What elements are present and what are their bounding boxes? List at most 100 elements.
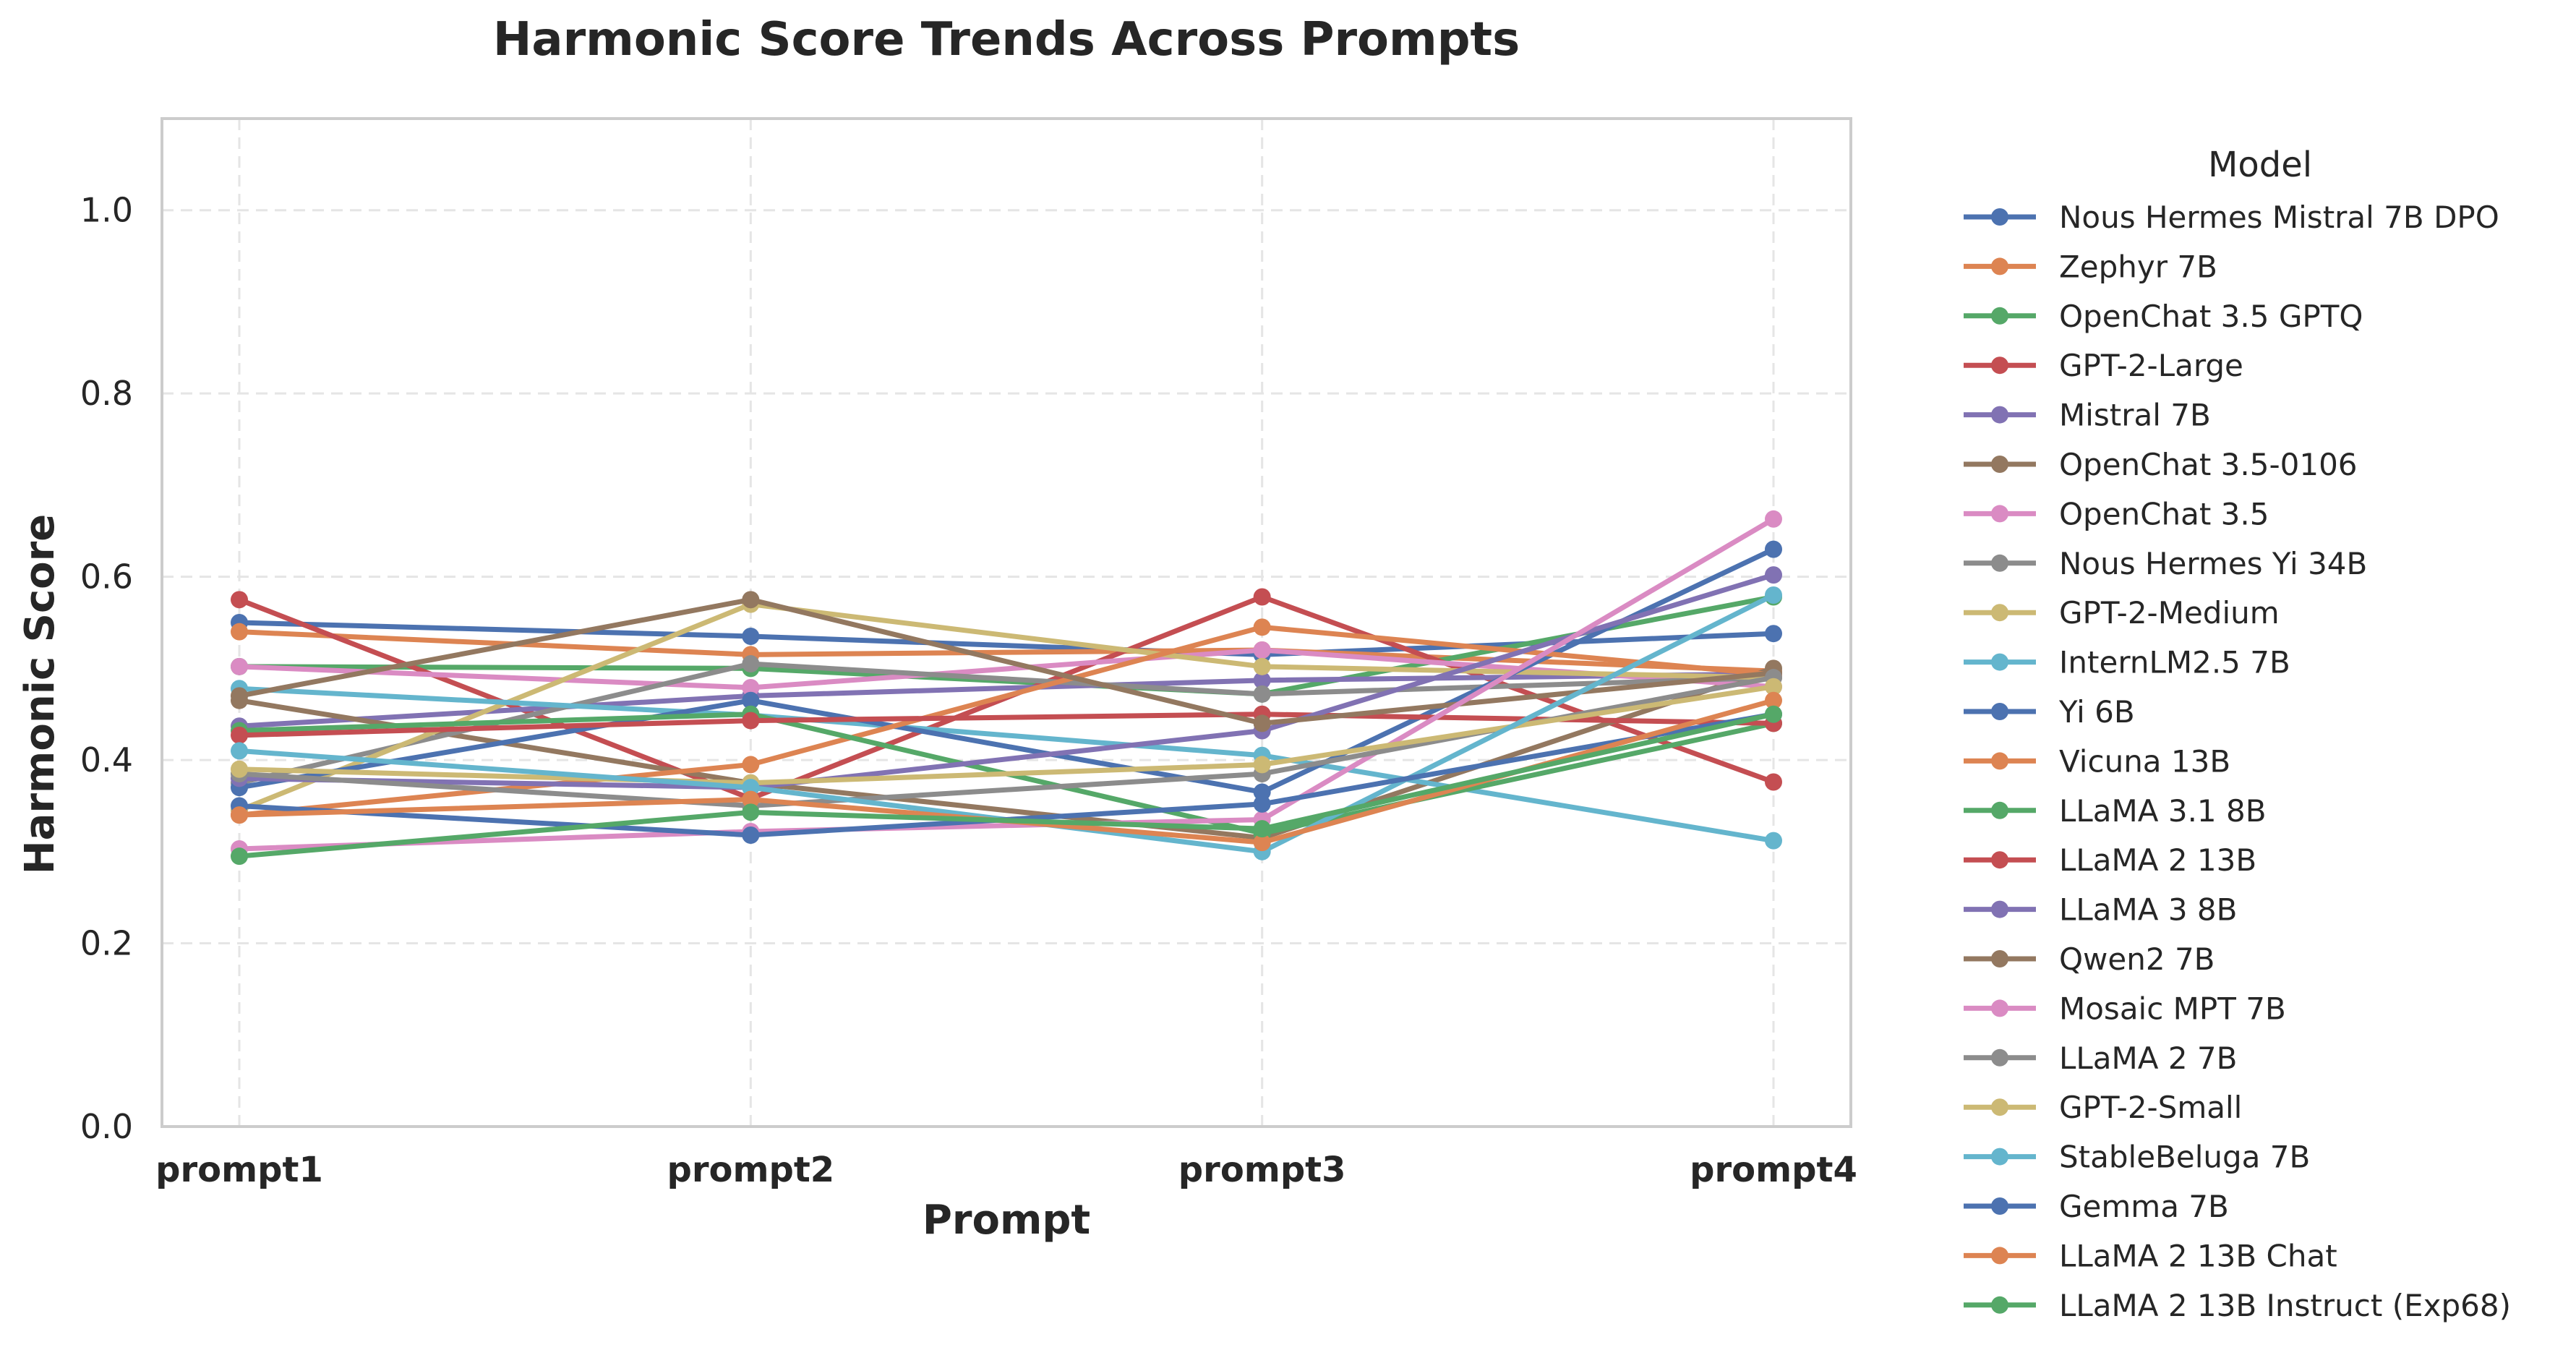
data-point [1253,618,1271,636]
legend-label: InternLM2.5 7B [2059,645,2290,680]
legend-item: Zephyr 7B [1964,249,2217,284]
legend-label: StableBeluga 7B [2059,1140,2310,1175]
legend-swatch-marker [1991,604,2008,622]
legend: Model Nous Hermes Mistral 7B DPO Zephyr 7… [1964,145,2511,1323]
data-point [231,742,248,760]
legend-swatch-marker [1991,1296,2008,1314]
legend-item: Nous Hermes Mistral 7B DPO [1964,200,2499,235]
data-point [1253,795,1271,813]
legend-item: LLaMA 2 13B Chat [1964,1238,2337,1273]
data-point [1253,685,1271,703]
legend-item: LLaMA 3.1 8B [1964,793,2267,829]
legend-item: StableBeluga 7B [1964,1140,2310,1175]
data-point [742,591,760,609]
legend-item: GPT-2-Medium [1964,595,2280,631]
series-line [236,597,1776,726]
series-line [236,685,1776,844]
legend-item: Qwen2 7B [1964,941,2215,977]
x-axis-label: Prompt [923,1197,1090,1244]
legend-label: LLaMA 2 13B [2059,842,2256,878]
y-tick-label: 0.6 [80,557,133,597]
legend-title: Model [2208,145,2312,185]
legend-swatch-marker [1991,653,2008,671]
data-point [742,655,760,673]
data-point [1765,566,1782,584]
legend-swatch-marker [1991,999,2008,1017]
chart-title: Harmonic Score Trends Across Prompts [493,13,1520,67]
legend-item: Mosaic MPT 7B [1964,991,2286,1026]
series-22 [231,705,1782,866]
data-point [1253,820,1271,838]
data-point [231,806,248,824]
data-point [231,726,248,744]
series-line [236,602,1776,813]
legend-item: LLaMA 2 13B [1964,842,2256,878]
legend-swatch-marker [1991,554,2008,572]
data-point [1253,671,1271,689]
data-point [742,756,760,774]
legend-swatch-marker [1991,307,2008,325]
legend-item: Nous Hermes Yi 34B [1964,546,2367,581]
x-axis-ticks: prompt1 prompt2 prompt3 prompt4 [155,1150,1857,1190]
legend-label: LLaMA 2 13B Instruct (Exp68) [2059,1288,2511,1323]
legend-label: Nous Hermes Mistral 7B DPO [2059,200,2499,235]
legend-item: OpenChat 3.5 GPTQ [1964,299,2363,334]
legend-swatch-marker [1991,851,2008,869]
legend-label: Mosaic MPT 7B [2059,991,2286,1026]
x-tick-label: prompt1 [155,1150,323,1190]
legend-swatch-marker [1991,801,2008,819]
data-point [742,628,760,646]
y-tick-label: 0.0 [80,1107,133,1146]
y-tick-label: 0.2 [80,924,133,963]
legend-item: GPT-2-Small [1964,1090,2242,1125]
data-point [1253,783,1271,801]
legend-label: LLaMA 2 13B Chat [2059,1238,2337,1273]
y-axis-ticks: 0.0 0.2 0.4 0.6 0.8 1.0 [80,191,133,1146]
legend-label: OpenChat 3.5-0106 [2059,447,2358,482]
data-point [1765,586,1782,604]
series-line [236,671,1776,729]
series-layer [231,510,1782,866]
legend-label: GPT-2-Medium [2059,595,2280,631]
legend-swatch-marker [1991,1197,2008,1215]
data-point [1253,756,1271,774]
data-point [1253,714,1271,732]
data-point [1253,834,1271,852]
data-point [231,687,248,705]
legend-item: GPT-2-Large [1964,348,2243,383]
legend-swatch-marker [1991,505,2008,523]
legend-swatch-marker [1991,1148,2008,1166]
data-point [1253,641,1271,659]
legend-item: Gemma 7B [1964,1189,2229,1224]
legend-swatch-marker [1991,1098,2008,1116]
data-point [1765,705,1782,723]
legend-swatch-marker [1991,456,2008,473]
data-point [1253,657,1271,675]
legend-item: OpenChat 3.5 [1964,496,2269,531]
legend-item: Vicuna 13B [1964,743,2230,779]
legend-label: Nous Hermes Yi 34B [2059,546,2367,581]
legend-item: OpenChat 3.5-0106 [1964,447,2358,482]
legend-swatch-marker [1991,356,2008,375]
data-point [231,657,248,675]
legend-swatch-marker [1991,752,2008,770]
legend-label: OpenChat 3.5 GPTQ [2059,299,2363,334]
y-tick-label: 1.0 [80,191,133,230]
data-point [742,712,760,730]
data-point [1765,678,1782,696]
series-line [236,516,1776,852]
data-point [231,760,248,778]
data-point [1765,625,1782,643]
legend-label: LLaMA 2 7B [2059,1041,2237,1076]
legend-swatch-marker [1991,703,2008,720]
legend-label: Gemma 7B [2059,1189,2229,1224]
data-point [1253,588,1271,606]
legend-label: LLaMA 3.1 8B [2059,793,2267,829]
data-point [742,779,760,797]
legend-item: LLaMA 2 13B Instruct (Exp68) [1964,1288,2511,1323]
plot-frame [161,117,1852,1128]
data-point [1765,773,1782,791]
x-tick-label: prompt3 [1178,1150,1346,1190]
x-tick-label: prompt2 [667,1150,834,1190]
